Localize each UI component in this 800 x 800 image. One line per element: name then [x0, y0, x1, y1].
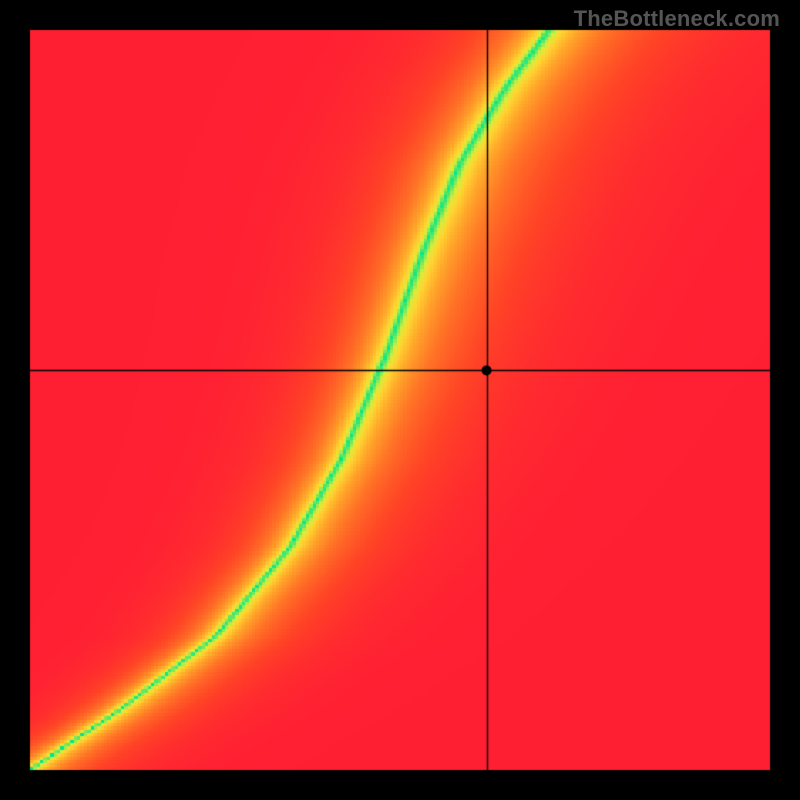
watermark-text: TheBottleneck.com [574, 6, 780, 32]
chart-container: TheBottleneck.com [0, 0, 800, 800]
heatmap-canvas [0, 0, 800, 800]
